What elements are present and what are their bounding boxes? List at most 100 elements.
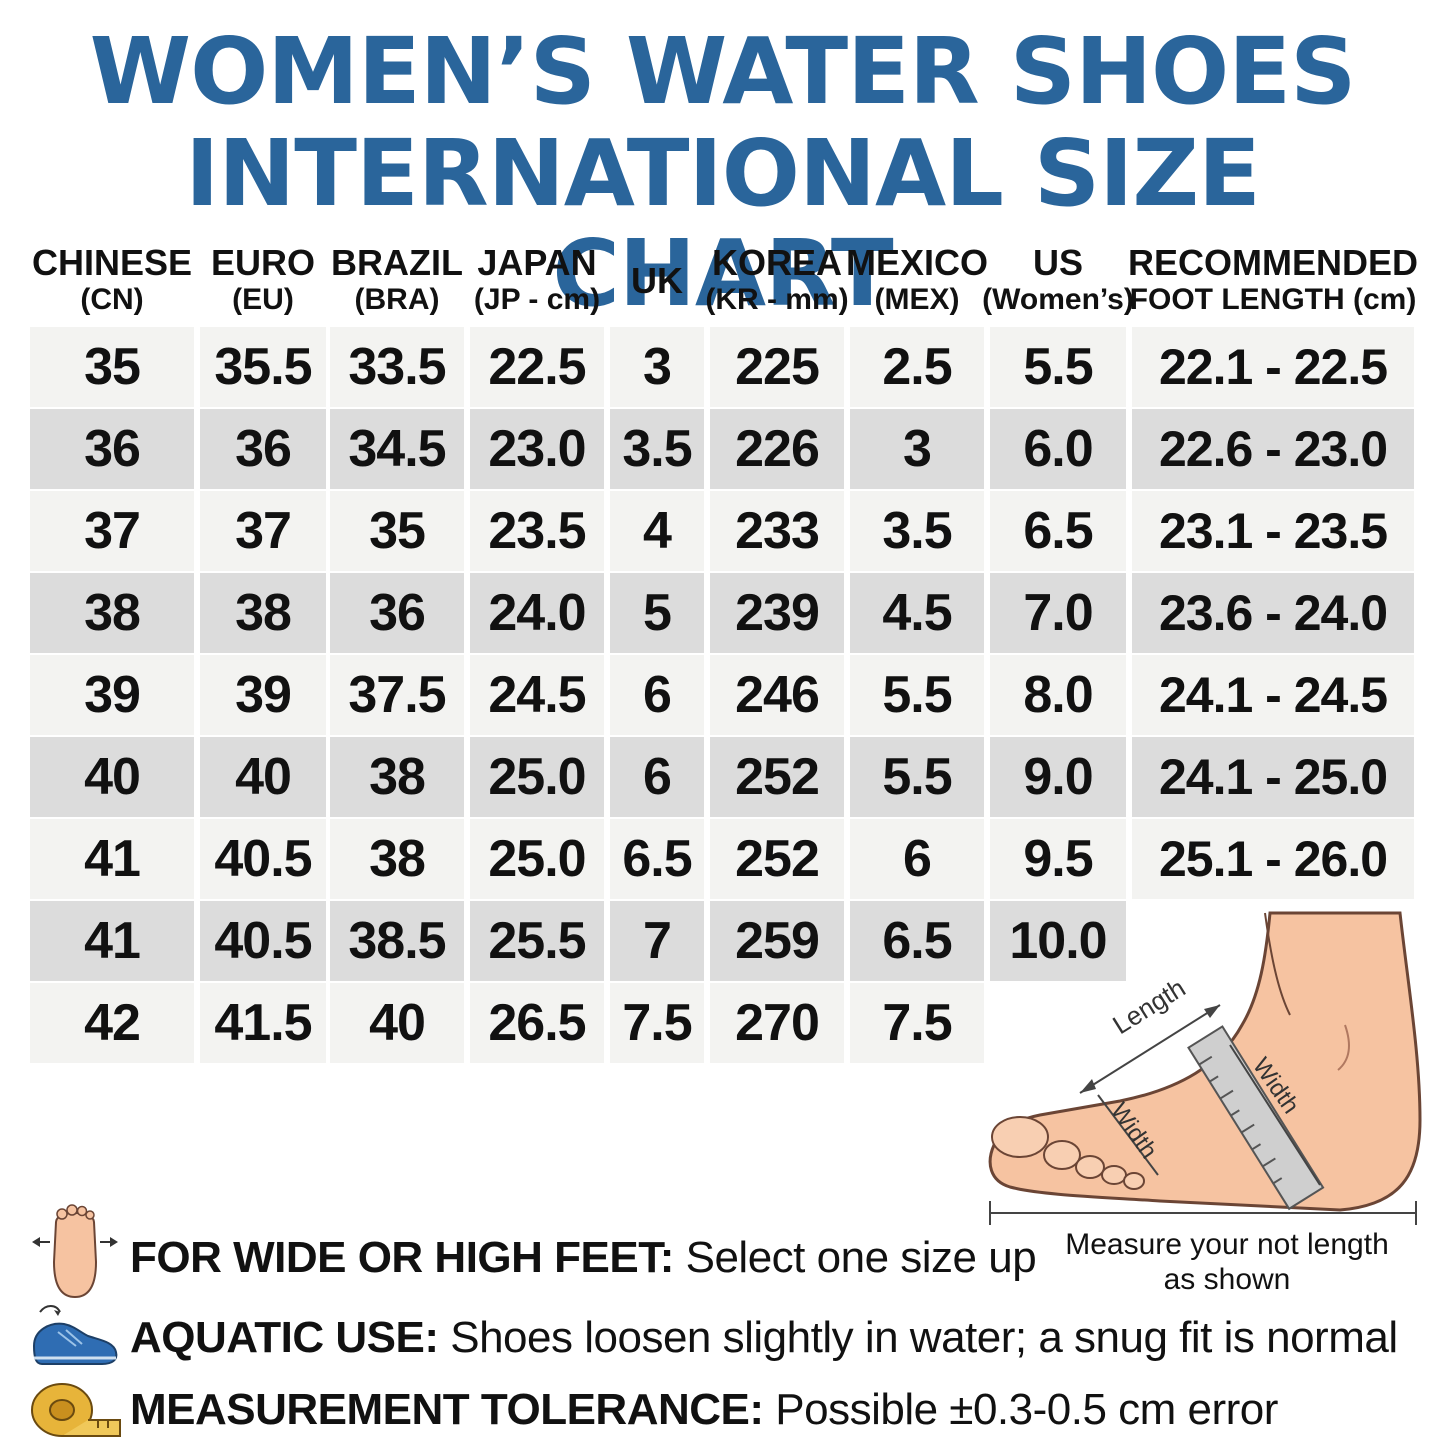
cell-kr: 225: [710, 327, 844, 407]
note-measurement-tolerance-text: Possible ±0.3-0.5 cm error: [763, 1385, 1278, 1434]
header-bra: BRAZIL (BRA): [320, 244, 474, 318]
header-mex-subtitle: (MEX): [874, 283, 960, 316]
header-jp-subtitle: (JP - cm): [473, 283, 601, 316]
cell-cn: 42: [30, 983, 194, 1063]
cell-eu: 40: [200, 737, 326, 817]
cell-kr: 252: [710, 819, 844, 899]
cell-kr: 259: [710, 901, 844, 981]
cell-us: 8.0: [990, 655, 1126, 735]
cell-jp: 24.5: [470, 655, 604, 735]
chart-title-line2: INTERNATIONAL SIZE CHART: [185, 120, 1261, 327]
cell-jp: 25.0: [470, 737, 604, 817]
header-kr: KOREA (KR - mm): [700, 244, 854, 318]
cell-uk: 4: [610, 491, 704, 571]
header-eu-subtitle: (EU): [232, 283, 294, 316]
cell-foot-length: 22.1 - 22.5: [1132, 327, 1414, 407]
cell-kr: 239: [710, 573, 844, 653]
header-mex: MEXICO (MEX): [840, 244, 994, 318]
cell-uk: 6.5: [610, 819, 704, 899]
note-aquatic-use-text: Shoes loosen slightly in water; a snug f…: [438, 1313, 1398, 1362]
header-foot-length-title: RECOMMENDED: [1127, 242, 1418, 283]
cell-us: 9.0: [990, 737, 1126, 817]
water-shoe-icon: [32, 1305, 118, 1365]
header-us: US (Women’s): [980, 244, 1136, 318]
cell-cn: 38: [30, 573, 194, 653]
tape-measure-icon: [31, 1383, 121, 1437]
length-arrow: [1079, 1004, 1221, 1094]
note-wide-feet-label: FOR WIDE OR HIGH FEET:: [130, 1233, 674, 1282]
header-eu-title: EURO: [210, 242, 315, 283]
cell-us: 5.5: [990, 327, 1126, 407]
cell-us: 6.5: [990, 491, 1126, 571]
cell-mex: 3: [850, 409, 984, 489]
header-us-subtitle: (Women’s): [982, 283, 1134, 316]
cell-jp: 23.5: [470, 491, 604, 571]
cell-mex: 2.5: [850, 327, 984, 407]
header-us-title: US: [1032, 242, 1083, 283]
header-bra-subtitle: (BRA): [354, 283, 440, 316]
cell-bra: 36: [330, 573, 464, 653]
foot-illustration-icon: [988, 911, 1422, 1212]
cell-cn: 39: [30, 655, 194, 735]
note-measurement-tolerance: MEASUREMENT TOLERANCE: Possible ±0.3-0.5…: [130, 1385, 1278, 1435]
cell-us: 10.0: [990, 901, 1126, 981]
cell-kr: 226: [710, 409, 844, 489]
cell-bra: 38: [330, 819, 464, 899]
cell-eu: 37: [200, 491, 326, 571]
header-foot-length-subtitle: FOOT LENGTH (cm): [1129, 283, 1417, 316]
diagram-caption-line1: Measure your not length: [1065, 1228, 1389, 1261]
cell-uk: 7.5: [610, 983, 704, 1063]
cell-eu: 36: [200, 409, 326, 489]
cell-jp: 25.0: [470, 819, 604, 899]
cell-foot-length: 24.1 - 24.5: [1132, 655, 1414, 735]
cell-cn: 35: [30, 327, 194, 407]
cell-bra: 38: [330, 737, 464, 817]
header-uk-title: UK: [631, 260, 683, 301]
note-measurement-tolerance-label: MEASUREMENT TOLERANCE:: [130, 1385, 764, 1434]
cell-mex: 6: [850, 819, 984, 899]
cell-mex: 3.5: [850, 491, 984, 571]
cell-bra: 33.5: [330, 327, 464, 407]
cell-us: 7.0: [990, 573, 1126, 653]
cell-foot-length: 25.1 - 26.0: [1132, 819, 1414, 899]
cell-mex: 7.5: [850, 983, 984, 1063]
cell-kr: 270: [710, 983, 844, 1063]
cell-mex: 4.5: [850, 573, 984, 653]
cell-bra: 38.5: [330, 901, 464, 981]
cell-eu: 41.5: [200, 983, 326, 1063]
cell-bra: 37.5: [330, 655, 464, 735]
ruler-icon: [1187, 1025, 1325, 1211]
length-label: Length: [1107, 973, 1190, 1041]
header-eu: EURO (EU): [190, 244, 336, 318]
chart-title-line1: WOMEN’S WATER SHOES: [89, 18, 1357, 125]
cell-uk: 3.5: [610, 409, 704, 489]
cell-jp: 22.5: [470, 327, 604, 407]
cell-cn: 36: [30, 409, 194, 489]
cell-jp: 23.0: [470, 409, 604, 489]
cell-jp: 26.5: [470, 983, 604, 1063]
cell-bra: 40: [330, 983, 464, 1063]
cell-eu: 40.5: [200, 819, 326, 899]
cell-bra: 34.5: [330, 409, 464, 489]
header-uk: UK: [600, 262, 714, 300]
foot-measurement-diagram: Length Width Width: [988, 911, 1422, 1225]
note-aquatic-use-label: AQUATIC USE:: [130, 1313, 439, 1362]
header-bra-title: BRAZIL: [331, 242, 463, 283]
diagram-caption-line2: as shown: [1163, 1263, 1291, 1296]
cell-foot-length: 23.1 - 23.5: [1132, 491, 1414, 571]
header-cn-title: CHINESE: [31, 242, 193, 283]
header-jp: JAPAN (JP - cm): [460, 244, 614, 318]
cell-mex: 5.5: [850, 655, 984, 735]
cell-cn: 41: [30, 819, 194, 899]
cell-eu: 40.5: [200, 901, 326, 981]
cell-eu: 38: [200, 573, 326, 653]
header-cn: CHINESE (CN): [20, 244, 204, 318]
cell-foot-length: 23.6 - 24.0: [1132, 573, 1414, 653]
note-wide-feet-text: Select one size up: [673, 1233, 1037, 1282]
cell-eu: 39: [200, 655, 326, 735]
cell-cn: 40: [30, 737, 194, 817]
cell-cn: 41: [30, 901, 194, 981]
cell-foot-length: 22.6 - 23.0: [1132, 409, 1414, 489]
cell-mex: 5.5: [850, 737, 984, 817]
cell-uk: 6: [610, 737, 704, 817]
